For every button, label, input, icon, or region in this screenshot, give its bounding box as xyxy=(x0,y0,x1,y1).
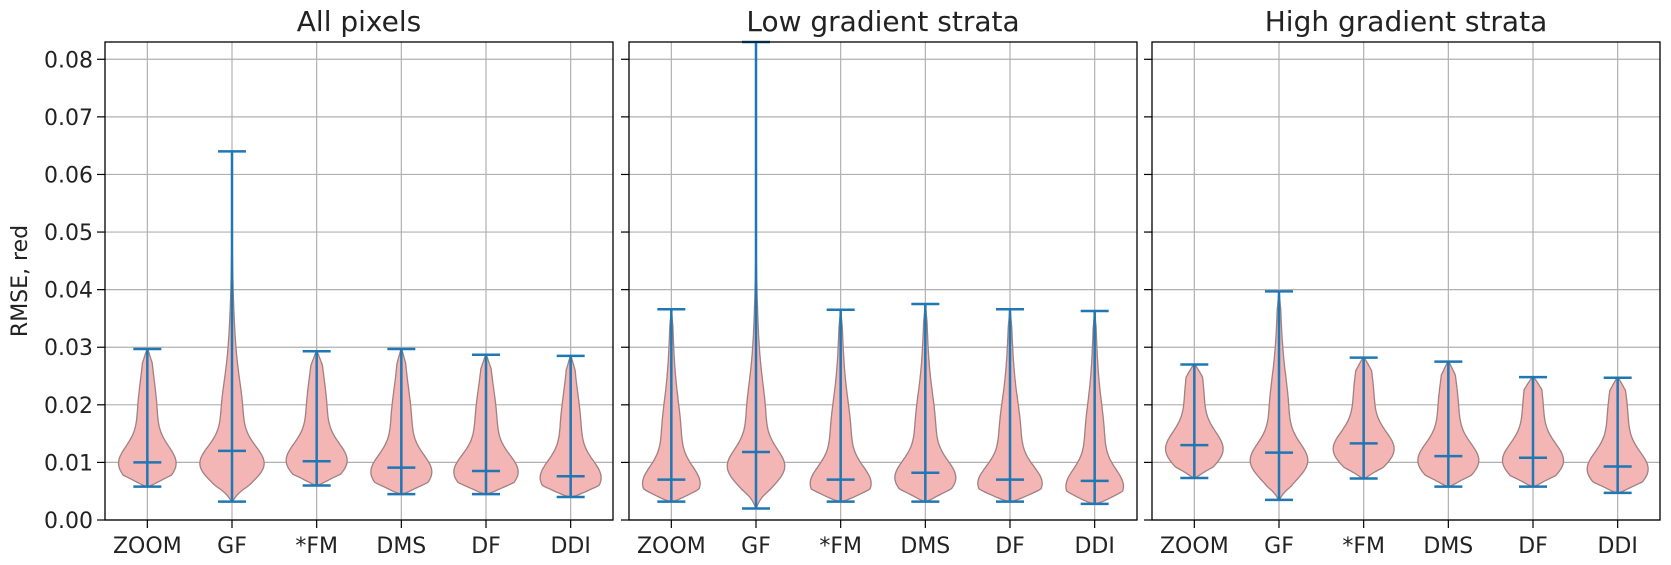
panel-title: High gradient strata xyxy=(1265,5,1547,38)
x-tick-label: DMS xyxy=(376,534,426,559)
y-tick-label: 0.08 xyxy=(44,48,93,73)
violin-ZOOM xyxy=(641,307,701,503)
violin-DMS xyxy=(370,347,433,496)
y-tick-label: 0.05 xyxy=(44,221,93,246)
x-tick-label: DF xyxy=(1518,534,1548,559)
x-tick-label: DDI xyxy=(550,534,590,559)
violin-ZOOM xyxy=(1164,363,1224,480)
violin-DF xyxy=(1501,375,1565,488)
violin-DMS xyxy=(894,302,957,503)
x-tick-label: DF xyxy=(471,534,501,559)
y-tick-label: 0.04 xyxy=(44,279,93,304)
x-tick-label: ZOOM xyxy=(637,534,706,559)
violin-DDI xyxy=(539,354,602,499)
violin-GF xyxy=(1249,290,1309,502)
panel-3: ZOOM GF *FM DMS DF DDI High gradient strata xyxy=(1144,5,1661,559)
violin-*FM xyxy=(809,308,872,503)
panel-title: Low gradient strata xyxy=(746,5,1019,38)
violin-*FM xyxy=(1332,356,1395,480)
x-tick-label: GF xyxy=(741,534,771,559)
x-tick-label: *FM xyxy=(1342,534,1385,559)
panel-frame xyxy=(1151,41,1661,521)
panel-1: 0.00 0.01 0.02 0.03 0.04 0.05 0.06 0.07 0.08 ZOOM… xyxy=(8,5,614,559)
y-tick-label: 0.02 xyxy=(44,394,93,419)
y-tick-label: 0.07 xyxy=(44,106,93,131)
violin-GF xyxy=(726,40,786,510)
violin-GF xyxy=(199,150,265,503)
panel-frame xyxy=(628,41,1138,521)
y-axis-label: RMSE, red xyxy=(8,225,33,337)
violin-DDI xyxy=(1586,376,1649,495)
x-tick-label: *FM xyxy=(295,534,338,559)
violin-*FM xyxy=(285,350,348,487)
chart-panels: 0.00 0.01 0.02 0.03 0.04 0.05 0.06 0.07 0.08 ZOOM… xyxy=(8,5,1661,559)
x-tick-label: DDI xyxy=(1074,534,1114,559)
x-tick-label: ZOOM xyxy=(113,534,182,559)
panel-title: All pixels xyxy=(297,5,421,38)
y-tick-label: 0.00 xyxy=(44,509,93,534)
y-tick-label: 0.01 xyxy=(44,451,93,476)
x-tick-label: GF xyxy=(1264,534,1294,559)
x-tick-label: GF xyxy=(217,534,247,559)
violin-ZOOM xyxy=(117,347,177,488)
y-tick-label: 0.03 xyxy=(44,336,93,361)
x-tick-label: DF xyxy=(995,534,1025,559)
panel-frame xyxy=(104,41,614,521)
x-tick-label: DMS xyxy=(1423,534,1473,559)
violin-DMS xyxy=(1417,360,1480,488)
x-tick-label: *FM xyxy=(819,534,862,559)
x-tick-label: DMS xyxy=(900,534,950,559)
violin-DF xyxy=(453,353,519,496)
y-tick-label: 0.06 xyxy=(44,163,93,188)
x-tick-label: ZOOM xyxy=(1160,534,1229,559)
x-tick-label: DDI xyxy=(1597,534,1637,559)
violin-DDI xyxy=(1065,309,1125,506)
violin-DF xyxy=(977,307,1043,503)
panel-2: ZOOM GF *FM DMS DF DDI Low gradient strata xyxy=(621,5,1138,559)
